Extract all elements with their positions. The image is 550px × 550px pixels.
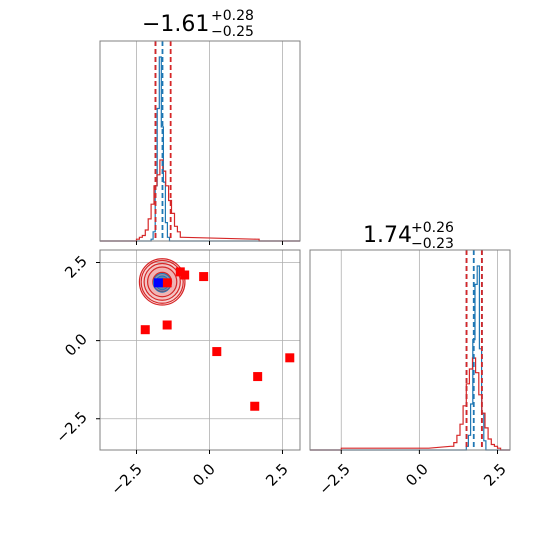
title-x-minus: −0.25	[211, 24, 254, 40]
marginal-y-frame	[309, 249, 511, 451]
joint-y-tick-label: −2.5	[52, 408, 90, 446]
joint-y-tick-label: 2.5	[61, 252, 91, 282]
title-y-plus: +0.26	[411, 220, 454, 236]
joint-grid	[100, 250, 300, 450]
marginal-y-x-tick-label: 0.0	[402, 460, 432, 490]
joint-marker-red	[199, 272, 209, 282]
marginal-y-hist-red	[310, 357, 510, 451]
joint-x-tick-label: 0.0	[189, 460, 219, 490]
joint-marker-blue	[153, 278, 163, 288]
title-y: 1.74 +0.26 −0.23	[363, 220, 454, 252]
marginal-x-grid	[136, 41, 283, 241]
joint-marker-red	[162, 278, 172, 288]
title-y-minus: −0.23	[411, 236, 454, 252]
marginal-y-x-tick-label: −2.5	[315, 460, 353, 498]
joint-marker-red	[180, 270, 190, 280]
joint-frame	[99, 249, 301, 451]
joint-marker-red	[162, 320, 172, 330]
marginal-y-grid	[340, 250, 498, 450]
title-x-plus: +0.28	[211, 8, 254, 24]
joint-x-tick-label: 2.5	[262, 460, 292, 490]
joint-ticks	[96, 262, 283, 454]
joint-marker-red	[253, 372, 263, 382]
marginal-x-quantile-lines	[154, 41, 172, 241]
title-y-value: 1.74	[363, 223, 412, 248]
joint-x-tick-labels: −2.5 0.0 2.5	[107, 460, 291, 498]
title-x: −1.61 +0.28 −0.25	[142, 8, 254, 40]
joint-y-tick-label: 0.0	[61, 330, 91, 360]
joint-marker-red	[250, 401, 260, 411]
joint-markers	[140, 267, 295, 411]
joint-x-tick-label: −2.5	[107, 460, 145, 498]
marginal-y-panel: −2.5 0.0 2.5	[309, 249, 511, 499]
marginal-y-x-tick-labels: −2.5 0.0 2.5	[315, 460, 509, 498]
marginal-x-panel	[99, 40, 301, 245]
marginal-y-hist-blue	[310, 265, 510, 451]
marginal-x-hist-blue	[100, 56, 300, 242]
marginal-y-quantile-lines	[465, 250, 483, 450]
marginal-y-histograms	[310, 265, 510, 451]
joint-marker-red	[212, 347, 222, 357]
title-x-value: −1.61	[142, 12, 209, 37]
marginal-x-frame	[99, 40, 301, 242]
marginal-x-hist-red	[100, 159, 300, 242]
joint-panel: −2.5 0.0 2.5 −2.5 0.0 2.5	[52, 249, 301, 499]
marginal-x-histograms	[100, 56, 300, 242]
marginal-y-ticks	[340, 450, 498, 454]
joint-y-tick-labels: −2.5 0.0 2.5	[52, 252, 90, 446]
joint-marker-red	[140, 325, 150, 335]
joint-marker-red	[285, 353, 295, 363]
marginal-x-ticks	[135, 241, 283, 245]
marginal-y-x-tick-label: 2.5	[480, 460, 510, 490]
